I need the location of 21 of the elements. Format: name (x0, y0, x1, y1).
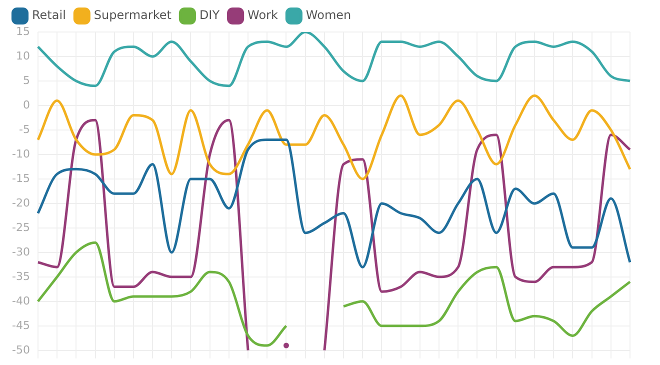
y-tick-label: -30 (12, 245, 30, 258)
y-tick-label: -35 (12, 270, 30, 283)
y-tick-label: -25 (12, 220, 30, 234)
legend-label: DIY (199, 8, 220, 22)
y-tick-label: -50 (12, 343, 30, 356)
y-tick-label: -15 (12, 172, 30, 185)
legend-label: Women (306, 8, 352, 22)
legend-label: Work (248, 8, 278, 22)
line-series (36, 94, 632, 180)
legend-label: Retail (32, 8, 66, 22)
y-tick-label: 5 (22, 74, 30, 87)
y-tick-label: -20 (12, 196, 30, 210)
y-tick-label: 15 (16, 24, 30, 38)
y-tick-label: -45 (12, 318, 30, 332)
y-tick-label: -40 (12, 294, 30, 308)
y-tick-label: 0 (22, 98, 30, 112)
y-tick-label: -5 (19, 122, 30, 136)
y-tick-label: 10 (16, 49, 30, 62)
y-tick-label: -10 (12, 147, 30, 160)
legend-label: Supermarket (94, 8, 172, 22)
line-series (36, 138, 632, 268)
